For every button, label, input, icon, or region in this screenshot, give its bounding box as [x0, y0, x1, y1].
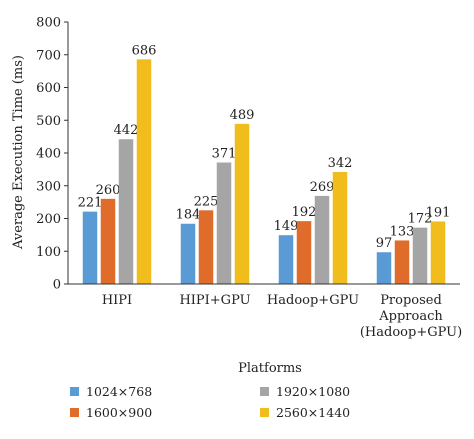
y-tick-label: 700 [36, 48, 61, 63]
bar [296, 221, 312, 284]
legend-swatch [70, 387, 79, 396]
bar [216, 162, 232, 284]
legend-label: 2560×1440 [276, 405, 350, 420]
bar [234, 123, 250, 284]
bar [198, 210, 214, 284]
y-axis: 0 100 200 300 400 500 600 700 800 [36, 16, 69, 293]
x-tick-label: Hadoop+GPU [267, 293, 359, 308]
data-label: 184 [176, 208, 201, 223]
bar [136, 59, 152, 285]
legend: 1024×768 1600×900 1920×1080 2560×1440 [70, 384, 350, 420]
y-axis-label: Average Execution Time (ms) [11, 55, 26, 250]
legend-item: 1600×900 [70, 405, 152, 420]
x-axis: HIPI HIPI+GPU Hadoop+GPU Proposed Approach (H… [68, 283, 462, 340]
legend-item: 2560×1440 [260, 405, 350, 420]
data-label: 172 [408, 212, 433, 227]
y-tick-label: 800 [36, 16, 61, 31]
data-label: 269 [310, 180, 335, 195]
y-tick-label: 100 [36, 245, 61, 260]
y-tick-label: 300 [36, 179, 61, 194]
data-label: 97 [376, 236, 393, 251]
data-label: 686 [132, 43, 157, 58]
data-label: 191 [426, 205, 451, 220]
legend-label: 1600×900 [86, 405, 152, 420]
data-label: 133 [390, 224, 415, 239]
x-tick-label: Proposed Approach (Hadoop+GPU) [360, 293, 462, 340]
bar [332, 171, 348, 284]
y-tick-label: 600 [36, 81, 61, 96]
data-label: 442 [114, 123, 139, 138]
bar [412, 227, 428, 284]
bar [376, 252, 392, 284]
data-label: 342 [328, 156, 353, 171]
bar [180, 223, 196, 284]
legend-item: 1920×1080 [260, 384, 350, 399]
bar [314, 195, 330, 284]
legend-swatch [70, 408, 79, 417]
bar [394, 240, 410, 284]
data-label: 225 [194, 194, 219, 209]
bar [118, 139, 134, 284]
data-label: 192 [292, 205, 317, 220]
bar [100, 198, 116, 284]
legend-swatch [260, 408, 269, 417]
bar [82, 211, 98, 284]
x-tick-label: HIPI+GPU [179, 293, 250, 308]
data-label: 489 [230, 108, 255, 123]
data-label: 221 [78, 196, 103, 211]
legend-item: 1024×768 [70, 384, 152, 399]
x-tick-label: HIPI [102, 293, 132, 308]
y-tick-label: 200 [36, 212, 61, 227]
y-tick-label: 500 [36, 114, 61, 129]
x-axis-label: Platforms [238, 361, 302, 376]
legend-label: 1920×1080 [276, 384, 350, 399]
legend-label: 1024×768 [86, 384, 152, 399]
data-label: 149 [274, 219, 299, 234]
y-tick-label: 0 [53, 278, 61, 293]
bar [278, 235, 294, 284]
data-label: 371 [212, 146, 237, 161]
legend-swatch [260, 387, 269, 396]
y-tick-label: 400 [36, 147, 61, 162]
bar [430, 221, 446, 284]
data-label: 260 [96, 183, 121, 198]
